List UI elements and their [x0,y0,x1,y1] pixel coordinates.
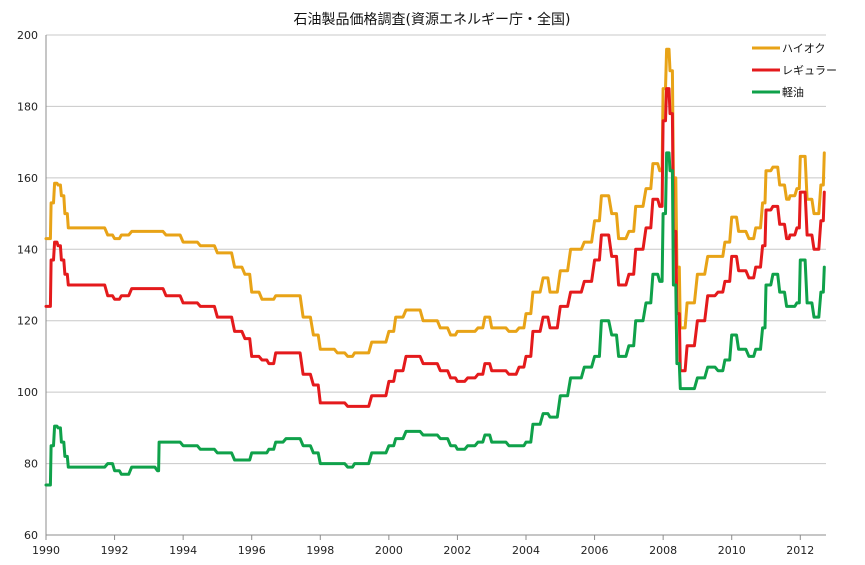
x-tick-label: 2000 [375,544,403,557]
y-tick-label: 120 [17,315,38,328]
x-tick-label: 1996 [238,544,266,557]
x-tick-label: 1998 [306,544,334,557]
legend-label: レギュラー [782,64,837,77]
axes [45,35,826,536]
y-tick-label: 100 [17,386,38,399]
x-tick-label: 1992 [101,544,129,557]
chart-title: 石油製品価格調査(資源エネルギー庁・全国) [294,11,571,28]
x-axis-ticks: 1990 1992 1994 1996 1998 2000 2002 2004 2006 2008… [32,535,814,557]
x-tick-label: 2004 [512,544,540,557]
y-axis-ticks: 60 80 100 120 140 160 180 200 [17,29,38,542]
y-tick-label: 200 [17,29,38,42]
x-tick-label: 2012 [786,544,814,557]
y-tick-label: 80 [24,458,38,471]
x-tick-label: 1994 [169,544,197,557]
x-tick-label: 2008 [649,544,677,557]
x-tick-label: 2006 [581,544,609,557]
series-lines [44,47,826,487]
x-tick-label: 2010 [718,544,746,557]
series-line-high-octane [44,47,826,358]
x-tick-label: 2002 [443,544,471,557]
series-line-diesel [44,151,826,487]
legend-label: ハイオク [782,42,826,55]
y-tick-label: 140 [17,243,38,256]
y-tick-label: 180 [17,100,38,113]
y-tick-label: 160 [17,172,38,185]
y-tick-label: 60 [24,529,38,542]
series-line-regular [44,87,826,408]
legend-label: 軽油 [782,85,804,99]
x-tick-label: 1990 [32,544,60,557]
